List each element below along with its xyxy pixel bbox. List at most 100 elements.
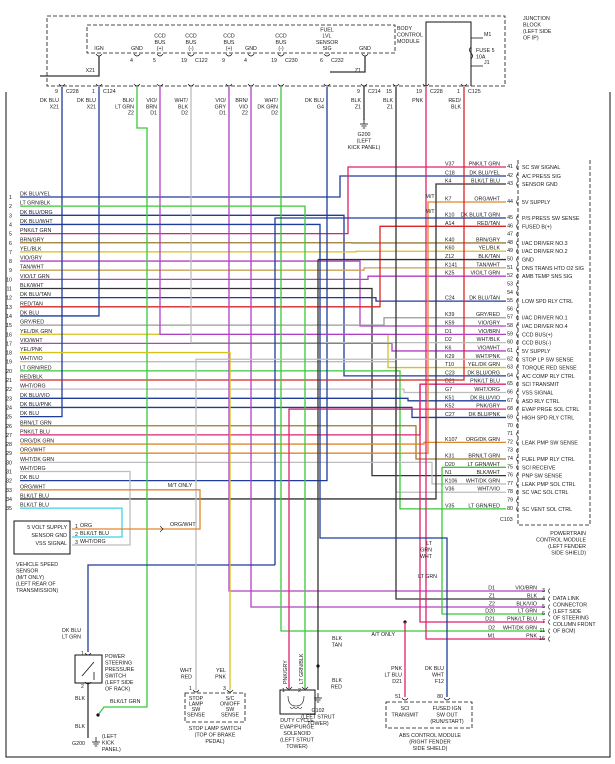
solenoid-label: EVAP/PURGE [280, 725, 315, 731]
left-wire-label: DK BLU/YEL [20, 192, 51, 198]
pcm-circuit-wire [20, 250, 506, 253]
left-wire-label: DK BLU/TAN [20, 292, 51, 298]
top-wire-color: DK GRN [257, 104, 278, 110]
vss-label: (M/T ONLY) [16, 575, 44, 581]
junction-block-label: OF IP) [523, 36, 539, 42]
dlc-circuit-code: D20 [485, 609, 495, 615]
top-wire-circuit: D2 [181, 111, 188, 117]
pcm-pin-number: 73 [507, 448, 513, 454]
pcm-pin-function: HIGH SPD RLY CTRL [522, 415, 574, 421]
dlc-label: (LEFT SIDE [553, 609, 582, 615]
splice-dot-icon [316, 664, 320, 668]
left-pin-number: 19 [6, 360, 12, 366]
g200-ground-label: PANEL) [102, 747, 121, 753]
pcm-circuit-wire [20, 317, 506, 326]
junction-block-label: (LEFT SIDE [523, 29, 552, 35]
pcm-terminal-icon [516, 481, 519, 487]
bcm-pin-terminal-icon [277, 53, 285, 57]
junction-connector-icon [187, 83, 195, 87]
bcm-pin-label: SIG [322, 46, 331, 52]
junction-connector-icon [133, 83, 141, 87]
ground-icon [360, 119, 368, 129]
dlc-splice-color: GRN [420, 548, 432, 554]
pcm-terminal-icon [516, 290, 519, 296]
junction-block-outline [46, 15, 506, 87]
pcm-circuit-wire [20, 260, 506, 327]
stop-lamp-wire-color: PNK [215, 675, 226, 681]
junction-connector-icon [247, 83, 255, 87]
pcm-circuit-code: K31 [445, 453, 454, 459]
pcm-pin-number: 45 [507, 215, 513, 221]
vss-label: VEHICLE SPEED [16, 562, 58, 568]
stop-lamp-label: STOP LAMP SWITCH [189, 726, 242, 732]
left-pin-number: 18 [6, 351, 12, 357]
dlc-pin-number: 3 [542, 588, 545, 594]
ccd-minus-wire [190, 87, 506, 344]
pcm-circuit-code: K52 [445, 404, 454, 410]
left-pin-number: 15 [6, 323, 12, 329]
abs-pin-function: TRANSMIT [391, 713, 419, 719]
dlc-label: OF STEERING [553, 616, 589, 622]
left-pin-number: 27 [6, 433, 12, 439]
top-wire-color: DK BLU [77, 98, 96, 104]
bcm-pin-label: GND [131, 46, 143, 52]
pcm-label: CONTROL MODULE [536, 538, 586, 544]
bcm-pin-number: 9 [222, 58, 225, 64]
pcm-circuit-code: K106 [445, 478, 457, 484]
pcm-terminal-icon [516, 265, 519, 271]
top-wire-color: WHT/ [174, 98, 188, 104]
top-wire-pin: 1 [457, 89, 460, 95]
bcm-connector-id: C232 [331, 58, 344, 64]
left-pin-number: 11 [7, 287, 13, 293]
ps-wire-color: BLK [75, 724, 85, 730]
bcm-pin-label: GND [359, 46, 371, 52]
pcm-terminal-icon [516, 348, 519, 354]
left-wire-label: YEL/PNK [20, 347, 43, 353]
pcm-pin-number: 51 [507, 265, 513, 271]
ground-icon [92, 737, 100, 747]
pcm-terminal-icon [516, 472, 519, 479]
top-wire-circuit: D2 [271, 111, 278, 117]
pcm-pin-number: 65 [507, 381, 513, 387]
pcm-pin-number: 67 [507, 398, 513, 404]
left-pin-number: 26 [6, 424, 12, 430]
abs-control-module [385, 701, 473, 729]
pcm-wire-color: WHT/VIO [477, 487, 500, 493]
dlc-splice-color: LT [426, 541, 433, 547]
stop-lamp-pin-function: LAMP [189, 702, 204, 708]
stop-lamp-pin-function: SENSE [187, 713, 205, 719]
pcm-circuit-code: K7 [445, 197, 452, 203]
dlc-terminal-icon [548, 628, 551, 634]
pcm-wire-color: VIO/WHT [477, 345, 500, 351]
left-wire-label: TAN/WHT [20, 265, 44, 271]
pcm-pin-function: SC SW SIGNAL [522, 165, 560, 171]
pcm-wire-color: TAN/WHT [476, 262, 500, 268]
dlc-pin-number: 7 [542, 619, 545, 625]
bcm-pin-label: CCD [154, 34, 166, 40]
left-pin-number: 17 [6, 341, 12, 347]
pcm-terminal-icon [516, 431, 519, 437]
dlc-circuit-code: D21 [485, 617, 495, 623]
pcm-pin-function: SENSOR GND [522, 182, 558, 188]
junction-connector-icon [323, 83, 331, 87]
pcm-terminal-icon [516, 489, 519, 495]
pcm-wire-color: WHT/BLK [476, 337, 500, 343]
pcm-pin-number: 46 [507, 223, 513, 229]
abs-wire-color: F12 [435, 679, 444, 685]
pcm-pin-number: 60 [507, 340, 513, 346]
pcm-circuit-code: K25 [445, 271, 454, 277]
top-wire-color: VIO/ [215, 98, 226, 104]
g102-label: G102 [312, 708, 325, 714]
dlc-wire-color: WHT/DK GRN [503, 626, 537, 632]
stop-lamp-wire-color: RED [181, 675, 192, 681]
dlc-pin-number: 11 [540, 628, 546, 634]
bcm-pin-terminal-icon [247, 53, 255, 57]
diagram-frame [5, 92, 611, 758]
pcm-pin-number: 48 [507, 240, 513, 246]
top-wire-connector: C228 [66, 89, 79, 95]
stop-lamp-pin-function: STOP [189, 696, 204, 702]
ps-switch-label: (LEFT SIDE [105, 680, 134, 686]
left-pin-number: 3 [9, 213, 12, 219]
ps-switch-label: SWITCH [105, 674, 126, 680]
